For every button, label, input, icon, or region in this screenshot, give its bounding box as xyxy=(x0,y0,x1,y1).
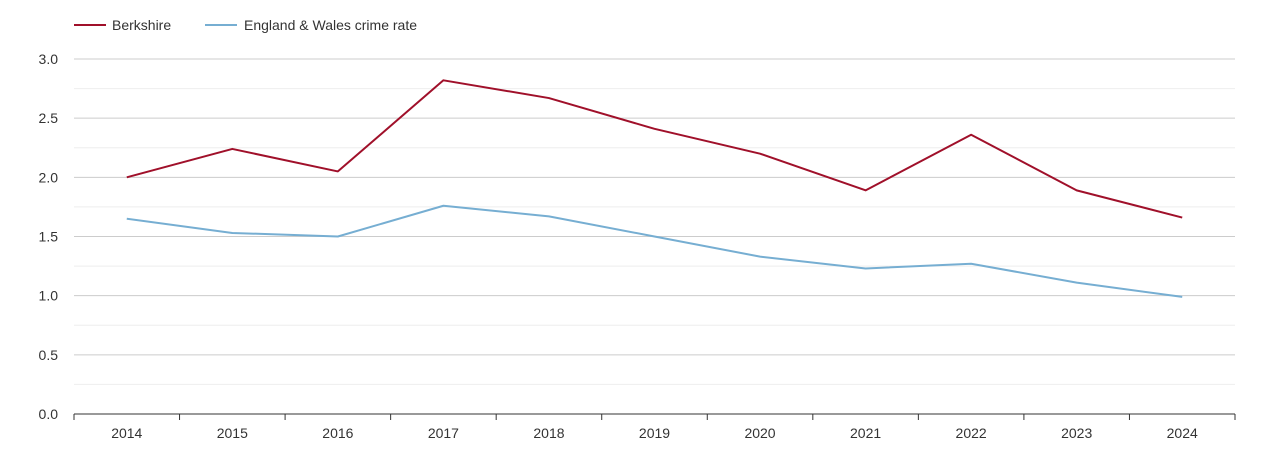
x-tick-label: 2020 xyxy=(744,425,775,441)
data-point-berkshire[interactable] xyxy=(334,167,342,175)
x-tick-label: 2017 xyxy=(428,425,459,441)
data-point-berkshire[interactable] xyxy=(862,186,870,194)
data-point-berkshire[interactable] xyxy=(123,173,131,181)
data-point-england-wales[interactable] xyxy=(967,260,975,268)
x-tick-label: 2015 xyxy=(217,425,248,441)
data-point-england-wales[interactable] xyxy=(123,215,131,223)
series-line-england-wales xyxy=(126,204,1183,298)
data-point-england-wales[interactable] xyxy=(651,233,659,241)
x-tick-label: 2018 xyxy=(533,425,564,441)
data-point-england-wales[interactable] xyxy=(334,233,342,241)
data-point-england-wales[interactable] xyxy=(756,253,764,261)
legend-label-england-wales: England & Wales crime rate xyxy=(244,17,417,33)
x-tick-label: 2016 xyxy=(322,425,353,441)
x-tick-label: 2021 xyxy=(850,425,881,441)
y-tick-label: 3.0 xyxy=(39,51,59,67)
data-point-berkshire[interactable] xyxy=(228,145,236,153)
data-point-berkshire[interactable] xyxy=(439,76,447,84)
data-point-england-wales[interactable] xyxy=(1178,293,1186,301)
data-point-berkshire[interactable] xyxy=(756,150,764,158)
series xyxy=(123,76,1186,301)
y-tick-label: 1.5 xyxy=(39,229,59,245)
x-tick-label: 2019 xyxy=(639,425,670,441)
legend-label-berkshire: Berkshire xyxy=(112,17,171,33)
x-tick-label: 2022 xyxy=(956,425,987,441)
x-tick-label: 2023 xyxy=(1061,425,1092,441)
y-tick-label: 2.0 xyxy=(39,169,59,185)
y-tick-label: 0.5 xyxy=(39,347,59,363)
axes: 0.0 0.5 1.0 1.5 2.0 2.5 3.0 2014 2015 2016 2017 201… xyxy=(39,51,1236,441)
y-tick-label: 1.0 xyxy=(39,288,59,304)
data-point-berkshire[interactable] xyxy=(651,125,659,133)
data-point-england-wales[interactable] xyxy=(1073,279,1081,287)
data-point-england-wales[interactable] xyxy=(545,212,553,220)
data-point-berkshire[interactable] xyxy=(545,94,553,102)
data-point-england-wales[interactable] xyxy=(862,264,870,272)
x-tick-label: 2024 xyxy=(1167,425,1198,441)
data-point-berkshire[interactable] xyxy=(967,131,975,139)
data-point-berkshire[interactable] xyxy=(1073,186,1081,194)
x-tick-label: 2014 xyxy=(111,425,142,441)
y-tick-label: 2.5 xyxy=(39,110,59,126)
series-line-berkshire xyxy=(126,79,1183,219)
legend: Berkshire England & Wales crime rate xyxy=(74,17,417,33)
data-point-england-wales[interactable] xyxy=(439,202,447,210)
gridlines xyxy=(74,58,1235,385)
y-tick-label: 0.0 xyxy=(39,406,59,422)
data-point-berkshire[interactable] xyxy=(1178,214,1186,222)
data-point-england-wales[interactable] xyxy=(228,229,236,237)
